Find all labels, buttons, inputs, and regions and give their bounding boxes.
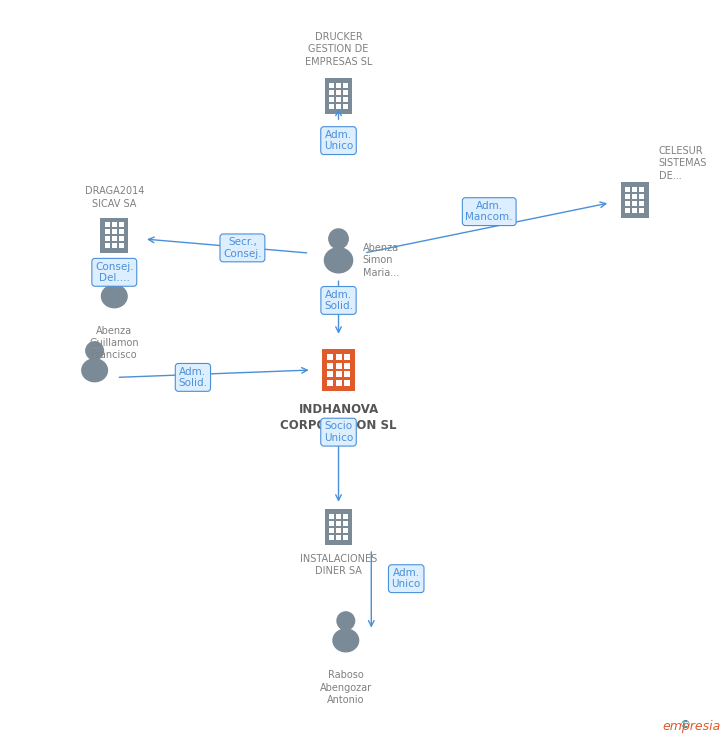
Bar: [343, 535, 348, 540]
Bar: [633, 201, 637, 206]
Bar: [119, 229, 124, 235]
Text: Abenza
Simon
Maria...: Abenza Simon Maria...: [363, 243, 399, 278]
Circle shape: [329, 229, 348, 249]
Text: Consej.
Del....: Consej. Del....: [95, 261, 134, 283]
Bar: [343, 521, 348, 526]
Text: Adm.
Solid.: Adm. Solid.: [324, 289, 353, 312]
Bar: [625, 208, 630, 213]
FancyBboxPatch shape: [100, 218, 128, 253]
Bar: [105, 222, 110, 227]
Bar: [329, 83, 334, 88]
Bar: [344, 354, 350, 360]
Bar: [344, 371, 350, 377]
Bar: [343, 90, 348, 95]
Text: ©: ©: [679, 719, 690, 730]
Bar: [105, 243, 110, 249]
Bar: [336, 521, 341, 526]
Bar: [327, 354, 333, 360]
Bar: [329, 528, 334, 533]
Bar: [336, 363, 341, 369]
Bar: [343, 104, 348, 110]
Bar: [336, 83, 341, 88]
Bar: [343, 83, 348, 88]
FancyBboxPatch shape: [322, 349, 355, 391]
Text: Adm.
Unico: Adm. Unico: [324, 130, 353, 152]
Bar: [625, 194, 630, 199]
Bar: [336, 90, 341, 95]
Bar: [343, 514, 348, 519]
Text: DRAGA2014
SICAV SA: DRAGA2014 SICAV SA: [84, 186, 144, 209]
Bar: [119, 236, 124, 241]
Text: Raboso
Abengozar
Antonio: Raboso Abengozar Antonio: [320, 670, 372, 705]
Circle shape: [106, 268, 123, 286]
Bar: [112, 243, 116, 249]
Bar: [344, 380, 350, 386]
Bar: [327, 371, 333, 377]
Text: INDHANOVA
CORPORATION SL: INDHANOVA CORPORATION SL: [280, 403, 397, 432]
Bar: [633, 194, 637, 199]
Bar: [336, 535, 341, 540]
Text: empresia: empresia: [662, 719, 721, 733]
Bar: [336, 371, 341, 377]
Bar: [336, 354, 341, 360]
Bar: [336, 514, 341, 519]
Bar: [327, 363, 333, 369]
FancyBboxPatch shape: [325, 509, 352, 545]
Bar: [112, 236, 116, 241]
Bar: [119, 243, 124, 249]
Bar: [633, 208, 637, 213]
Ellipse shape: [82, 359, 108, 382]
Bar: [639, 208, 644, 213]
Ellipse shape: [333, 629, 359, 652]
Bar: [327, 380, 333, 386]
Bar: [633, 186, 637, 192]
Text: Adm.
Mancom.: Adm. Mancom.: [465, 201, 513, 223]
Bar: [112, 229, 116, 235]
Bar: [336, 528, 341, 533]
Text: Socio
Unico: Socio Unico: [324, 421, 353, 443]
Bar: [625, 201, 630, 206]
Bar: [329, 514, 334, 519]
Bar: [329, 521, 334, 526]
Bar: [105, 229, 110, 235]
Bar: [343, 528, 348, 533]
Circle shape: [337, 612, 355, 630]
Text: Adm.
Unico: Adm. Unico: [392, 568, 421, 590]
Text: DRUCKER
GESTION DE
EMPRESAS SL: DRUCKER GESTION DE EMPRESAS SL: [305, 32, 372, 67]
Bar: [639, 201, 644, 206]
Bar: [336, 104, 341, 110]
Bar: [344, 363, 350, 369]
Ellipse shape: [101, 285, 127, 308]
Text: Adm.
Solid.: Adm. Solid.: [178, 366, 207, 389]
Bar: [329, 535, 334, 540]
Text: INSTALACIONES
DINER SA: INSTALACIONES DINER SA: [300, 554, 377, 576]
Bar: [112, 222, 116, 227]
Bar: [625, 186, 630, 192]
Bar: [119, 222, 124, 227]
FancyBboxPatch shape: [325, 78, 352, 114]
Bar: [105, 236, 110, 241]
Bar: [329, 97, 334, 102]
FancyBboxPatch shape: [621, 182, 649, 218]
Text: Abenza
Guillamon
Francisco: Abenza Guillamon Francisco: [90, 326, 139, 360]
Ellipse shape: [325, 248, 352, 273]
Bar: [329, 104, 334, 110]
Circle shape: [86, 342, 103, 360]
Bar: [336, 97, 341, 102]
Bar: [343, 97, 348, 102]
Bar: [639, 186, 644, 192]
Bar: [639, 194, 644, 199]
Bar: [336, 380, 341, 386]
Bar: [329, 90, 334, 95]
Text: CELESUR
SISTEMAS
DE...: CELESUR SISTEMAS DE...: [659, 146, 707, 181]
Text: Secr.,
Consej.: Secr., Consej.: [223, 237, 262, 259]
